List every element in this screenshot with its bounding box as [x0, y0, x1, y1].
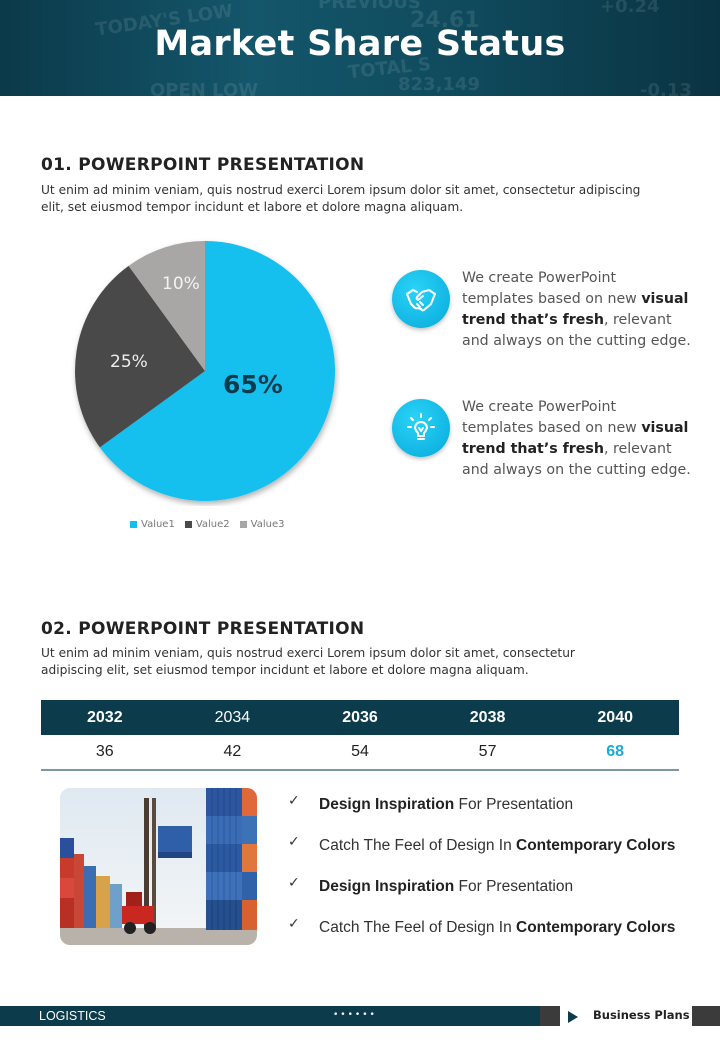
section-2-title: 02. POWERPOINT PRESENTATION	[41, 619, 365, 639]
pie-chart: 65% 25% 10%	[70, 236, 340, 506]
list-item-text: Design Inspiration For Presentation	[319, 796, 573, 814]
list-item-plain: Catch The Feel of Design In	[319, 837, 517, 854]
section-2-text: Ut enim ad minim veniam, quis nostrud ex…	[41, 646, 575, 677]
feature-text-1: We create PowerPoint templates based on …	[462, 268, 692, 352]
list-item-bold: Contemporary Colors	[516, 919, 676, 936]
list-item: ✓ Catch The Feel of Design In Contempora…	[288, 916, 708, 957]
feature-text-2-post: , relevant and always on the cutting edg…	[462, 441, 691, 478]
year-table: 2032 2034 2036 2038 2040 36 42 54 57 68	[41, 700, 679, 771]
footer-bar	[0, 1006, 540, 1026]
list-item-plain: Catch The Feel of Design In	[319, 919, 517, 936]
lightbulb-icon	[392, 399, 450, 457]
section-1-title: 01. POWERPOINT PRESENTATION	[41, 155, 365, 175]
list-item-bold: Design Inspiration	[319, 878, 455, 895]
table-header-cell: 2038	[423, 700, 552, 735]
list-item: ✓ Catch The Feel of Design In Contempora…	[288, 834, 708, 875]
pie-chart-svg	[75, 241, 336, 502]
play-arrow-icon	[568, 1011, 578, 1023]
table-cell: 36	[41, 735, 169, 771]
pie-label-value3: 10%	[162, 274, 200, 294]
checkmark-icon: ✓	[288, 793, 300, 809]
legend-label: Value3	[250, 519, 285, 530]
legend-swatch	[130, 521, 137, 528]
checkmark-icon: ✓	[288, 834, 300, 850]
feature-text-2: We create PowerPoint templates based on …	[462, 397, 692, 481]
list-item-bold: Design Inspiration	[319, 796, 455, 813]
feature-text-2-pre: We create PowerPoint templates based on …	[462, 399, 642, 436]
list-item-rest: For Presentation	[454, 796, 574, 813]
legend-swatch	[184, 521, 192, 528]
table-cell: 54	[296, 735, 424, 771]
checklist: ✓ Design Inspiration For Presentation ✓ …	[288, 793, 708, 957]
checkmark-icon: ✓	[288, 875, 300, 891]
table-cell: 42	[168, 735, 297, 771]
feature-text-1-pre: We create PowerPoint templates based on …	[462, 270, 642, 307]
pie-slice-value1	[99, 241, 336, 502]
list-item-bold: Contemporary Colors	[516, 837, 676, 854]
footer-label: LOGISTICS	[39, 1009, 106, 1023]
table-header-cell: 2040	[551, 700, 679, 735]
footer-accent-block	[540, 1006, 560, 1026]
table-header-cell: 2036	[296, 700, 424, 735]
table-header-cell: 2034	[168, 700, 297, 735]
pie-label-value1: 65%	[223, 370, 283, 399]
legend-label: Value1	[141, 519, 175, 530]
feature-text-1-post: , relevant and always on the cutting edg…	[462, 312, 691, 349]
list-item: ✓ Design Inspiration For Presentation	[288, 793, 708, 834]
legend-item-value3: Value3	[239, 519, 285, 530]
list-item: ✓ Design Inspiration For Presentation	[288, 875, 708, 916]
feature-text-2-bold: visual trend that’s fresh	[462, 420, 689, 457]
footer-end-block	[692, 1006, 720, 1026]
legend-item-value2: Value2	[184, 519, 230, 530]
page-title: Market Share Status	[154, 24, 566, 64]
table-header-cell: 2032	[41, 700, 169, 735]
header-banner: TODAY'S LOW PREVIOUS 24.61 TOTAL S 823,1…	[0, 0, 720, 96]
pie-slice-value3	[128, 241, 205, 371]
pie-legend: Value1 Value2 Value3	[130, 519, 284, 530]
table-row: 36 42 54 57 68	[41, 735, 679, 771]
legend-label: Value2	[195, 519, 230, 530]
container-yard-photo	[60, 788, 257, 945]
table-cell: 57	[423, 735, 552, 771]
list-item-text: Catch The Feel of Design In Contemporary…	[319, 919, 675, 937]
checkmark-icon: ✓	[288, 916, 300, 932]
footer-dots: ••••••	[333, 1010, 377, 1020]
handshake-icon	[392, 270, 450, 328]
legend-swatch	[239, 521, 247, 528]
table-header-row: 2032 2034 2036 2038 2040	[41, 700, 679, 735]
list-item-rest: For Presentation	[454, 878, 574, 895]
list-item-text: Catch The Feel of Design In Contemporary…	[319, 837, 675, 855]
legend-item-value1: Value1	[130, 519, 175, 530]
table-cell-highlight: 68	[551, 735, 679, 771]
footer-brand: Business Plans	[593, 1008, 690, 1022]
feature-text-1-bold: visual trend that’s fresh	[462, 291, 689, 328]
pie-label-value2: 25%	[110, 352, 148, 372]
section-1-text: Ut enim ad minim veniam, quis nostrud ex…	[41, 183, 641, 214]
list-item-text: Design Inspiration For Presentation	[319, 878, 573, 896]
pie-slice-value2	[75, 265, 205, 448]
